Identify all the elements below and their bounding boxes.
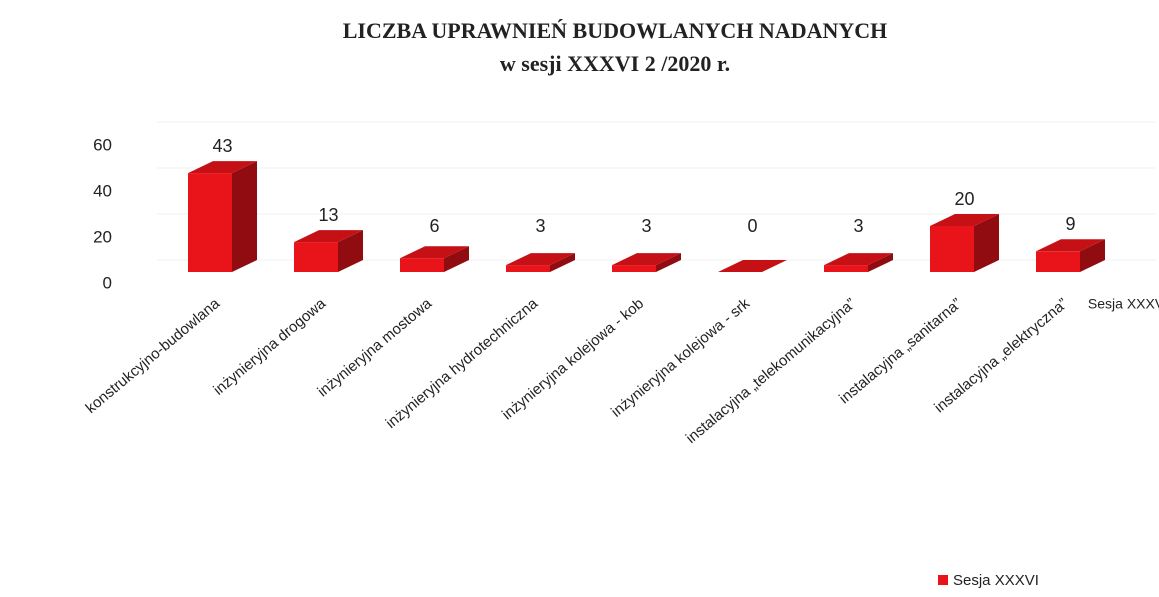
bar-top [718,260,787,272]
value-label: 13 [318,205,338,225]
bar-side [656,253,681,272]
bar-side [338,230,363,272]
value-label: 0 [747,216,757,236]
value-label: 3 [535,216,545,236]
x-tick-label: instalacyjna „telekomunikacyjna” [683,295,859,447]
bar [612,265,656,272]
bar-top [400,246,469,259]
bar-side [232,161,257,272]
value-label: 20 [954,189,974,209]
bar [930,226,974,272]
legend-label: Sesja XXXVI [953,572,1039,589]
bar-top [612,253,681,266]
y-tick-label: 60 [93,135,112,154]
bar-top [506,253,575,266]
bar [400,258,444,272]
bar-side [868,253,893,272]
bar-side [1080,239,1105,272]
value-label: 3 [641,216,651,236]
y-tick-label: 20 [93,227,112,246]
bar-side [444,246,469,272]
bar-top [1036,239,1105,252]
y-tick-label: 0 [103,273,112,292]
bar-side [550,253,575,272]
bar [188,173,232,272]
bar-top [188,161,257,174]
chart-subtitle: w sesji XXXVI 2 /2020 r. [500,51,730,76]
y-tick-label: 40 [93,181,112,200]
value-label: 43 [212,136,232,156]
x-tick-label: inżynieryjna drogowa [210,295,329,399]
value-label: 9 [1065,214,1075,234]
chart-title: LICZBA UPRAWNIEŃ BUDOWLANYCH NADANYCH [343,18,888,43]
x-tick-label: konstrukcyjno-budowlana [83,295,224,417]
x-tick-label: inżynieryjna mostowa [314,295,435,401]
bar-side [974,214,999,272]
value-label: 3 [853,216,863,236]
bar [824,265,868,272]
bar [506,265,550,272]
legend-swatch [938,575,948,585]
bar [294,242,338,272]
bar [1036,251,1080,272]
bar-top [824,253,893,266]
bar-top [294,230,363,243]
bar-top [930,214,999,226]
value-label: 6 [429,216,439,236]
depth-axis-label: Sesja XXXVI [1088,296,1159,312]
